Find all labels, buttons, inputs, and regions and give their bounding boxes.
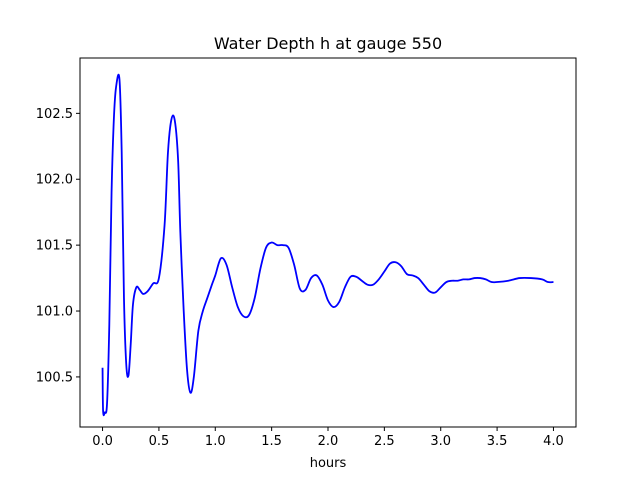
x-axis-label: hours [310, 456, 347, 471]
plot-area [80, 58, 576, 427]
x-tick-label: 1.5 [261, 434, 282, 449]
x-tick-label: 3.0 [430, 434, 451, 449]
x-tick-label: 1.0 [205, 434, 226, 449]
x-tick-label: 2.5 [374, 434, 395, 449]
x-axis: 0.0 0.5 1.0 1.5 2.0 2.5 3.0 3.5 4.0 [92, 427, 564, 449]
y-tick-label: 102.0 [36, 173, 73, 188]
y-axis: 100.5 101.0 101.5 102.0 102.5 [36, 107, 80, 385]
series-layer [101, 73, 554, 417]
y-tick-label: 101.5 [36, 239, 73, 254]
x-tick-label: 0.5 [149, 434, 170, 449]
series-line [101, 73, 554, 417]
x-tick-label: 0.0 [92, 434, 113, 449]
x-tick-label: 4.0 [543, 434, 564, 449]
x-tick-label: 2.0 [318, 434, 339, 449]
y-tick-label: 102.5 [36, 107, 73, 122]
chart-title: Water Depth h at gauge 550 [214, 34, 442, 53]
y-tick-label: 100.5 [36, 370, 73, 385]
y-tick-label: 101.0 [36, 305, 73, 320]
x-tick-label: 3.5 [487, 434, 508, 449]
